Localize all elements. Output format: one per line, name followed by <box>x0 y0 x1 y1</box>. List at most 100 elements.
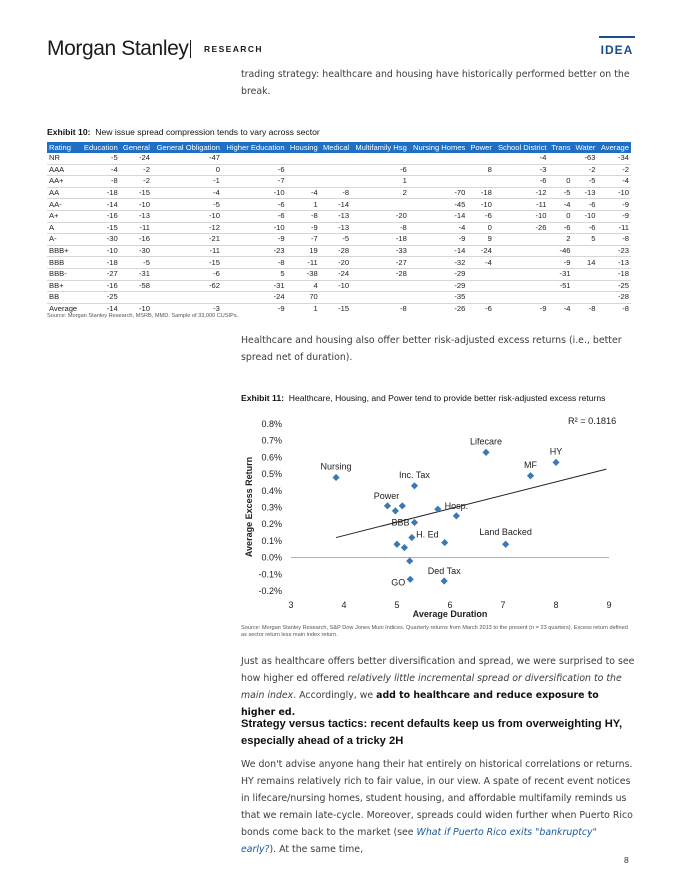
spread-cell <box>572 268 598 281</box>
spread-cell <box>286 153 320 165</box>
spread-cell: -31 <box>548 268 573 281</box>
r-squared-label: R² = 0.1816 <box>568 416 616 426</box>
spread-cell: -45 <box>408 198 468 211</box>
spread-cell <box>286 175 320 188</box>
x-tick-label: 3 <box>288 600 293 610</box>
average-cell: -4 <box>548 302 573 315</box>
rating-cell: NR <box>47 153 81 165</box>
spread-cell: -28 <box>319 245 352 258</box>
spread-cell: -5 <box>548 187 573 200</box>
spread-cell: -4 <box>548 198 573 211</box>
point-label: HY <box>550 446 563 456</box>
spread-cell: -10 <box>221 222 287 235</box>
spread-cell: -20 <box>319 256 352 269</box>
y-tick-label: 0.4% <box>261 486 282 496</box>
spread-cell: -46 <box>548 245 573 258</box>
spread-cell: -62 <box>151 280 222 293</box>
point-label: Power <box>374 491 400 501</box>
spread-cell: -13 <box>319 222 352 235</box>
page-number: 8 <box>624 855 629 865</box>
spread-cell <box>493 268 549 281</box>
data-point <box>400 543 409 552</box>
spread-cell: -20 <box>351 210 409 223</box>
y-tick-label: 0.1% <box>261 536 282 546</box>
spread-cell: 70 <box>286 291 320 304</box>
column-header: School District <box>493 142 549 153</box>
column-header: Education <box>80 142 120 153</box>
rating-cell: BBB- <box>47 268 81 281</box>
data-point <box>410 518 419 527</box>
spread-cell: 0 <box>548 210 573 223</box>
average-cell: -8 <box>597 302 631 315</box>
table-row: AA+ -8 -2 -1 -7 1 -6 0 -5 -4 <box>47 175 631 188</box>
spread-cell: -63 <box>572 153 598 165</box>
spread-cell <box>467 291 494 304</box>
exhibit10-title: Exhibit 10: New issue spread compression… <box>47 127 320 137</box>
spread-cell: -23 <box>221 245 287 258</box>
spread-cell: -14 <box>80 198 120 211</box>
table-row: BB+ -16 -58 -62 -31 4 -10 -29 -51 -25 <box>47 280 631 293</box>
spread-cell <box>319 153 352 165</box>
point-label: Hosp. <box>445 501 469 511</box>
spread-cell: -4 <box>493 153 549 165</box>
spread-cell: -18 <box>80 187 120 200</box>
spread-cell: -15 <box>80 222 120 235</box>
spread-cell: -51 <box>548 280 573 293</box>
spread-cell: -21 <box>151 233 222 246</box>
x-tick-label: 4 <box>341 600 346 610</box>
table-row: AAA -4 -2 0 -6 -6 8 -3 -2 -2 <box>47 164 631 177</box>
exhibit11-source: Source: Morgan Stanley Research, S&P Dow… <box>241 625 628 638</box>
column-header: Water <box>572 142 598 153</box>
spread-cell: -18 <box>597 268 631 281</box>
spread-cell: -23 <box>597 245 631 258</box>
spread-cell: -47 <box>151 153 222 165</box>
spread-cell: -14 <box>319 198 352 211</box>
spread-cell: -18 <box>467 187 494 200</box>
paragraph-risk-adjusted: Healthcare and housing also offer better… <box>241 335 622 363</box>
spread-cell: -6 <box>493 175 549 188</box>
spread-cell <box>493 233 549 246</box>
data-point <box>410 482 419 490</box>
spread-cell: -9 <box>286 222 320 235</box>
data-point <box>452 512 460 520</box>
column-header: Trans <box>548 142 573 153</box>
spread-cell: -9 <box>597 198 631 211</box>
spread-cell: -24 <box>221 291 287 304</box>
y-tick-label: -0.2% <box>258 586 282 596</box>
section-heading: Strategy versus tactics: recent defaults… <box>241 718 623 747</box>
column-header: Medical <box>319 142 352 153</box>
spread-cell <box>467 153 494 165</box>
x-tick-label: 9 <box>606 600 611 610</box>
rating-cell: BB <box>47 291 81 304</box>
spread-cell <box>319 175 352 188</box>
spread-cell: 1 <box>351 175 409 188</box>
data-point <box>332 473 340 482</box>
research-label: RESEARCH <box>204 44 263 54</box>
table-row: BBB- -27 -31 -6 5 -38 -24 -28 -29 -31 -18 <box>47 268 631 281</box>
y-tick-label: 0.7% <box>261 436 282 446</box>
spread-cell: -10 <box>80 245 120 258</box>
spread-cell: -15 <box>151 256 222 269</box>
spread-compression-table: Rating Education General General Obligation… <box>47 142 631 315</box>
spread-cell: -2 <box>597 164 631 177</box>
spread-cell <box>408 153 468 165</box>
para3-text-a: Just as healthcare offers better diversi… <box>241 656 635 684</box>
column-header: Power <box>467 142 494 153</box>
average-row: Average -14 -10 -3 -9 1 -15 -8 -26 -6 -9 -4 -8 -8 <box>47 302 631 315</box>
paragraph-strategy: We don't advise anyone hang their hat en… <box>241 756 635 858</box>
spread-cell: -2 <box>572 164 598 177</box>
data-point <box>434 505 442 513</box>
spread-cell: 14 <box>572 256 598 269</box>
table-header-row: Rating Education General General Obligation… <box>47 142 631 153</box>
spread-cell: -70 <box>408 187 468 200</box>
spread-cell: -6 <box>221 198 287 211</box>
spread-cell: 5 <box>221 268 287 281</box>
spread-cell: -10 <box>319 280 352 293</box>
x-tick-label: 5 <box>394 600 399 610</box>
spread-cell: -9 <box>221 233 287 246</box>
table-row: NR -5 -24 -47 -4 -63 -34 <box>47 153 631 165</box>
average-cell: -6 <box>467 302 494 315</box>
puerto-rico-report-link[interactable]: What if Puerto Rico exits "bankruptcy" e… <box>241 827 597 855</box>
para4-text-b: ). At the same time, <box>269 844 364 855</box>
spread-cell: 9 <box>467 233 494 246</box>
